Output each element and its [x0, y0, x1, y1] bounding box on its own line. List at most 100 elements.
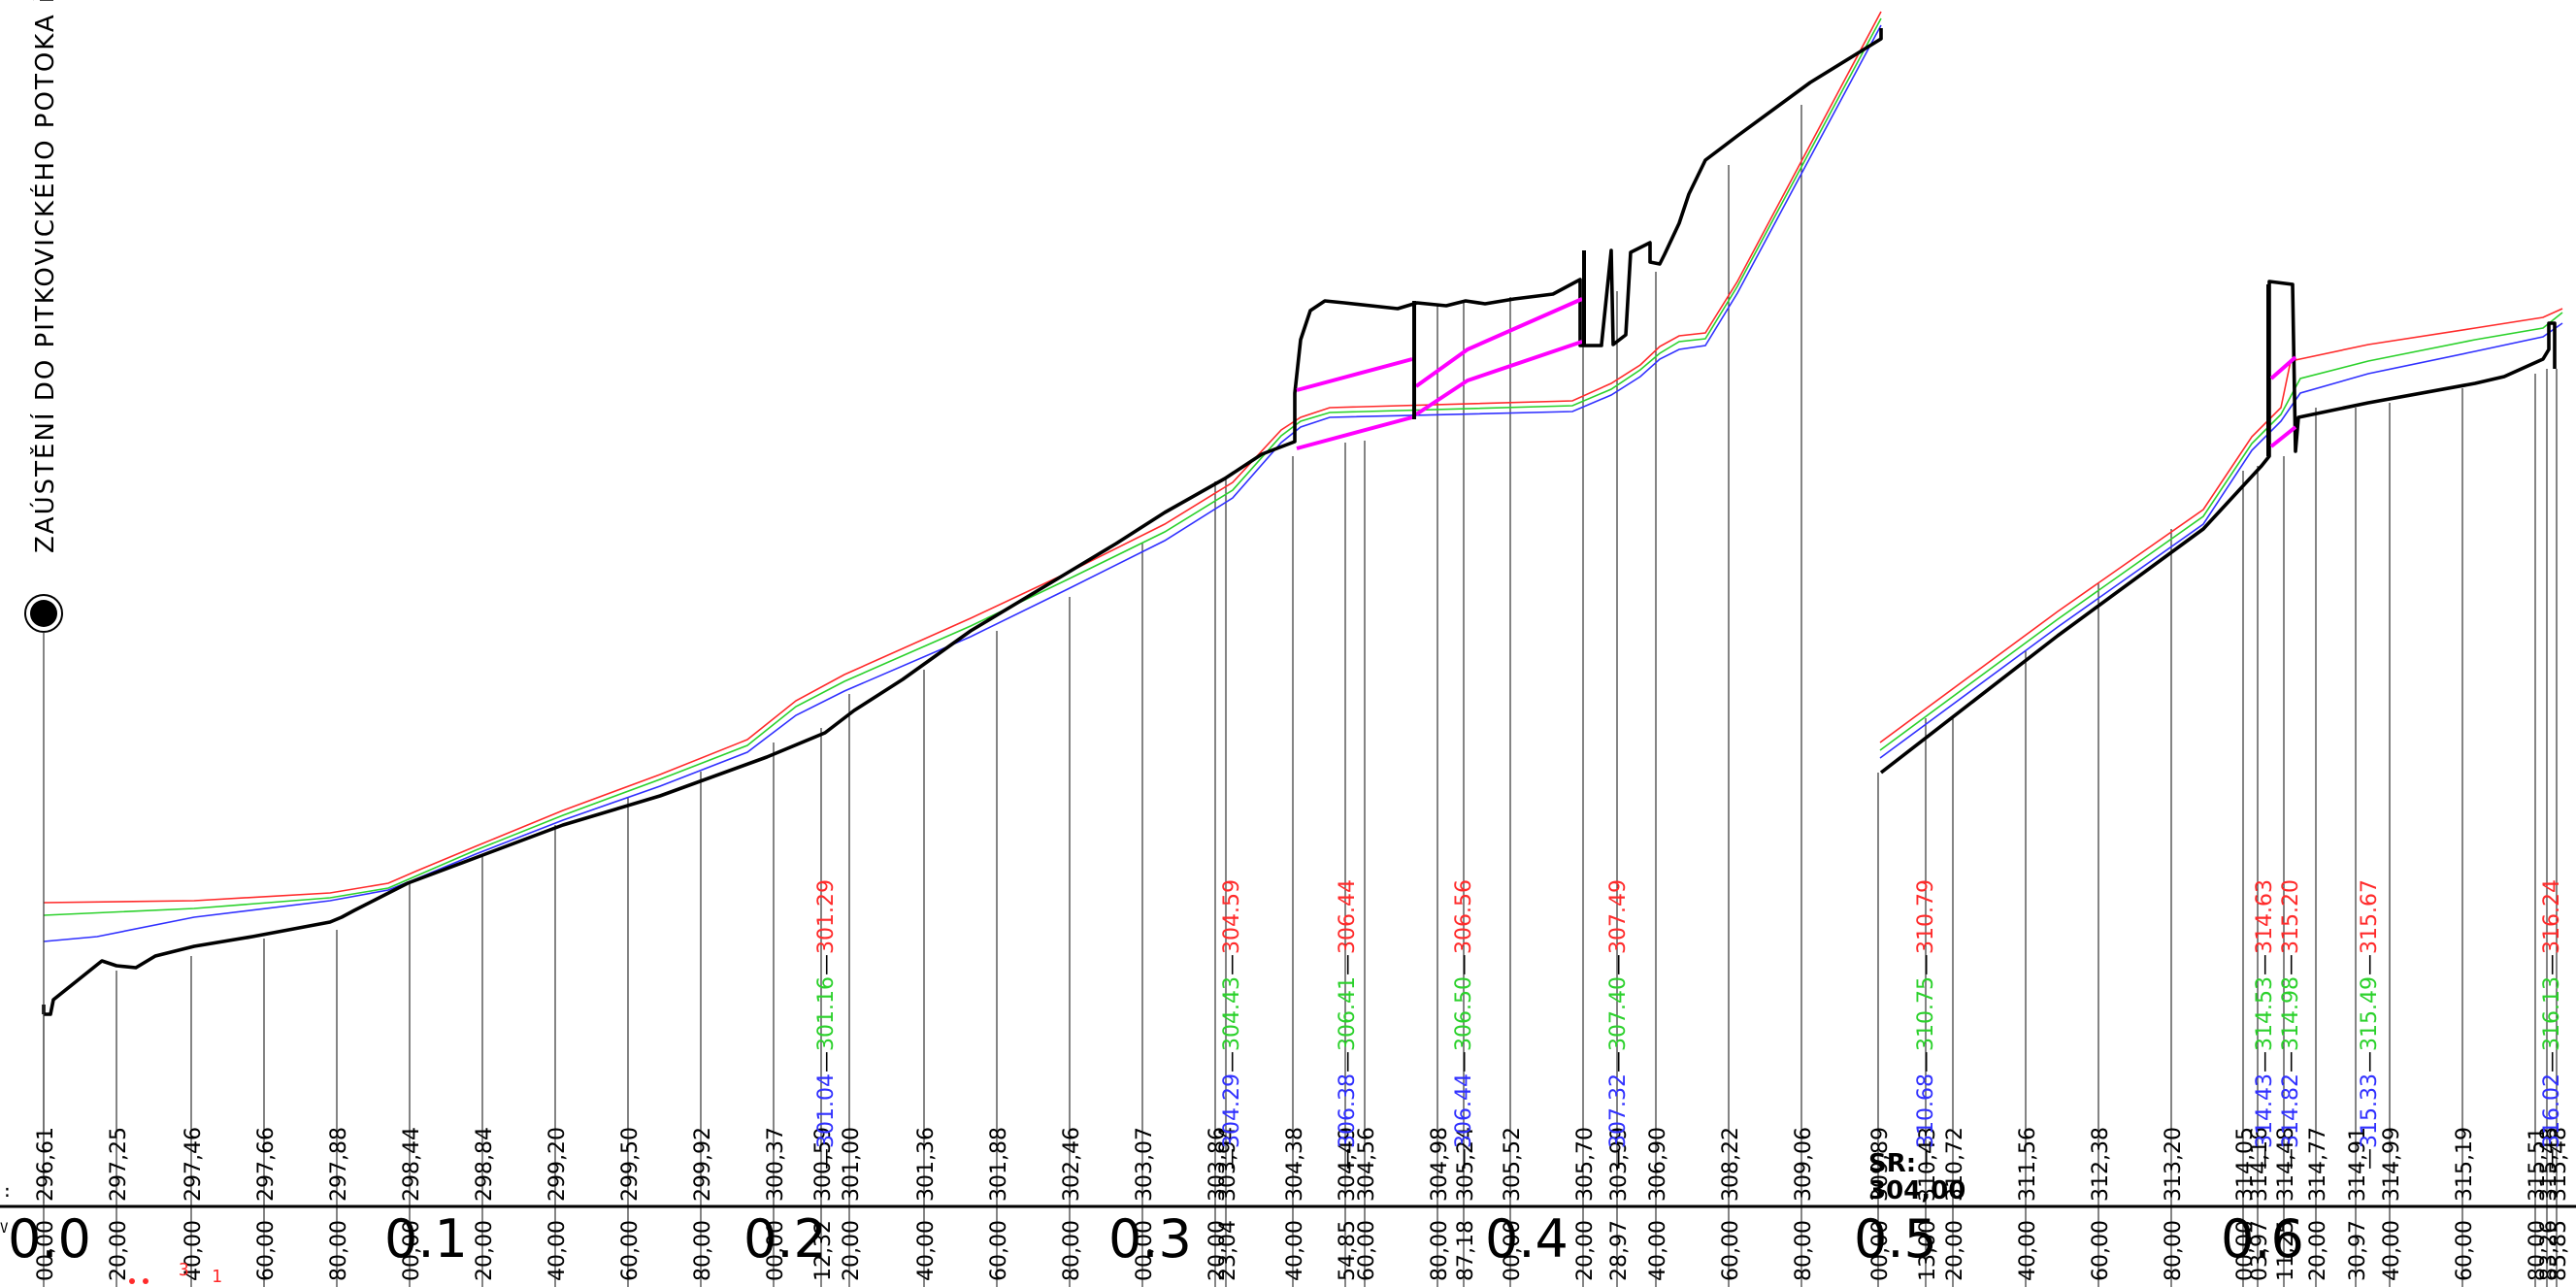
bed-elevation-label: 303,99 [1607, 1127, 1632, 1202]
bed-elevation-label: 314,77 [2306, 1127, 2330, 1202]
level-connector: — [1452, 1148, 1476, 1170]
level-red-label: 304.59 [1220, 879, 1244, 954]
level-connector: — [1336, 954, 1360, 975]
station-label: 80,00 [1792, 1220, 1816, 1281]
bed-elevation-labels: 296,61 297,25 297,46 297,66 297,88 298,44 298,… [34, 1127, 2571, 1202]
bed-elevation-label: 310,43 [1916, 1127, 1940, 1202]
bed-elevation-label: 297,66 [254, 1127, 279, 1202]
km-mark: 0.3 [1108, 1208, 1192, 1270]
station-label: 40,00 [182, 1220, 206, 1281]
bed-elevation-label: 299,92 [691, 1127, 715, 1202]
bed-elevation-label: 298,84 [473, 1127, 497, 1202]
level-red-label: 301.29 [814, 879, 839, 954]
level-connector: — [814, 1051, 839, 1072]
water-level-lines [43, 11, 2563, 942]
level-connector: — [2540, 1148, 2564, 1170]
bed-elevation-label: 303,86 [1205, 1127, 1230, 1202]
bed-elevation-label: 315,19 [2453, 1127, 2477, 1202]
level-connector: — [1606, 1051, 1631, 1072]
station-label: 40,00 [1646, 1220, 1670, 1281]
level-connector: — [1914, 1148, 1938, 1170]
bed-profile [42, 28, 2557, 1016]
bed-elevation-label: 302,46 [1060, 1127, 1084, 1202]
level-green-label: 307.40 [1606, 976, 1631, 1051]
bed-elevation-label: 309,06 [1792, 1127, 1816, 1202]
bed-elevation-label: 304,56 [1355, 1127, 1379, 1202]
level-green-label: 315.49 [2358, 976, 2382, 1051]
station-label: 40,00 [2380, 1220, 2404, 1281]
level-blue-label: 310.68 [1914, 1073, 1938, 1148]
level-connector: — [1606, 954, 1631, 975]
km-marks: 0.0 0.1 0.2 0.3 0.4 0.5 0.6 [8, 1208, 2304, 1270]
level-connector: — [2279, 954, 2303, 975]
culvert-top-line-3 [2269, 355, 2297, 380]
station-label: 80,00 [1428, 1220, 1452, 1281]
bed-elevation-label: 303,07 [1133, 1127, 1157, 1202]
level-connector: — [2358, 1051, 2382, 1072]
station-label: 00,00 [1501, 1220, 1525, 1281]
station-label: 40,00 [1283, 1220, 1307, 1281]
station-label: 40,00 [914, 1220, 939, 1281]
water-level-green-line-2 [1879, 312, 2563, 751]
station-label: 80,00 [2162, 1220, 2186, 1281]
level-green-label: 306.50 [1452, 976, 1476, 1051]
bed-elevation-label: 304,38 [1283, 1127, 1307, 1202]
left-mark-v: V [0, 1221, 9, 1237]
level-green-label: 304.43 [1220, 976, 1244, 1051]
bed-line [44, 28, 1883, 1016]
bed-elevation-label: 314,99 [2380, 1127, 2404, 1202]
bed-elevation-label: 314,91 [2346, 1127, 2370, 1202]
level-blue-label: 306.38 [1336, 1073, 1360, 1148]
water-level-blue-line [43, 24, 1882, 942]
level-green-label: 314.53 [2253, 976, 2277, 1051]
station-label: 20,00 [473, 1220, 497, 1281]
station-label: 83,26 [2537, 1220, 2561, 1281]
structure-vertical-walls [1412, 250, 2270, 456]
level-connector: — [2358, 954, 2382, 975]
level-connector: — [2540, 1051, 2564, 1072]
bed-elevation-label: 301,88 [987, 1127, 1011, 1202]
bed-elevation-label: 300,59 [811, 1127, 836, 1202]
bed-elevation-label: 296,61 [34, 1127, 58, 1202]
bottom-red-mark-2: 1 [212, 1267, 222, 1287]
sr-label: SR: [1868, 1149, 1916, 1178]
station-label: 60,00 [254, 1220, 279, 1281]
station-label: 85,85 [2547, 1220, 2571, 1281]
station-label: 80,00 [691, 1220, 715, 1281]
bed-elevation-label: 314,16 [2248, 1127, 2272, 1202]
bed-elevation-label: 300,37 [764, 1127, 788, 1202]
bed-elevation-label: 308,22 [1719, 1127, 1743, 1202]
km-mark: 0.1 [384, 1208, 468, 1270]
bed-elevation-label: 299,20 [545, 1127, 570, 1202]
bed-elevation-label: 309,89 [1868, 1127, 1893, 1202]
station-label: 60,00 [2453, 1220, 2477, 1281]
station-label: 87,18 [1454, 1220, 1478, 1281]
station-label: 13,00 [1916, 1220, 1940, 1281]
sr-value: 304,00 [1868, 1176, 1965, 1205]
bed-elevation-label: 305,24 [1454, 1127, 1478, 1202]
bed-elevation-label: 304,49 [1336, 1127, 1360, 1202]
level-connector: — [2253, 954, 2277, 975]
level-red-label: 310.79 [1914, 879, 1938, 954]
station-label: 60,00 [1719, 1220, 1743, 1281]
km-mark: 0.6 [2221, 1208, 2304, 1270]
station-label: 20,00 [1943, 1220, 1967, 1281]
km-mark: 0.0 [8, 1208, 91, 1270]
bed-elevation-label: 305,52 [1501, 1127, 1525, 1202]
level-green-label: 301.16 [814, 976, 839, 1051]
level-blue-label: 307.32 [1606, 1073, 1631, 1148]
bed-elevation-label: 315,48 [2547, 1127, 2571, 1202]
level-connector: — [2358, 1148, 2382, 1170]
station-label: 60,00 [987, 1220, 1011, 1281]
bed-elevation-label: 306,90 [1646, 1127, 1670, 1202]
bed-elevation-label: 314,48 [2274, 1127, 2298, 1202]
profile-title: ZAÚSTĚNÍ DO PITKOVICKÉHO POTOKA ř.km 7,8… [29, 0, 60, 553]
level-blue-label: 315.33 [2358, 1073, 2382, 1148]
km-mark: 0.2 [743, 1208, 827, 1270]
bed-elevation-label: 301,36 [914, 1127, 939, 1202]
station-label: 20,00 [107, 1220, 131, 1281]
bed-elevation-label: 297,25 [107, 1127, 131, 1202]
level-red-label: 315.67 [2358, 879, 2382, 954]
level-green-label: 310.75 [1914, 976, 1938, 1051]
bed-elevation-label: 315,51 [2526, 1127, 2550, 1202]
